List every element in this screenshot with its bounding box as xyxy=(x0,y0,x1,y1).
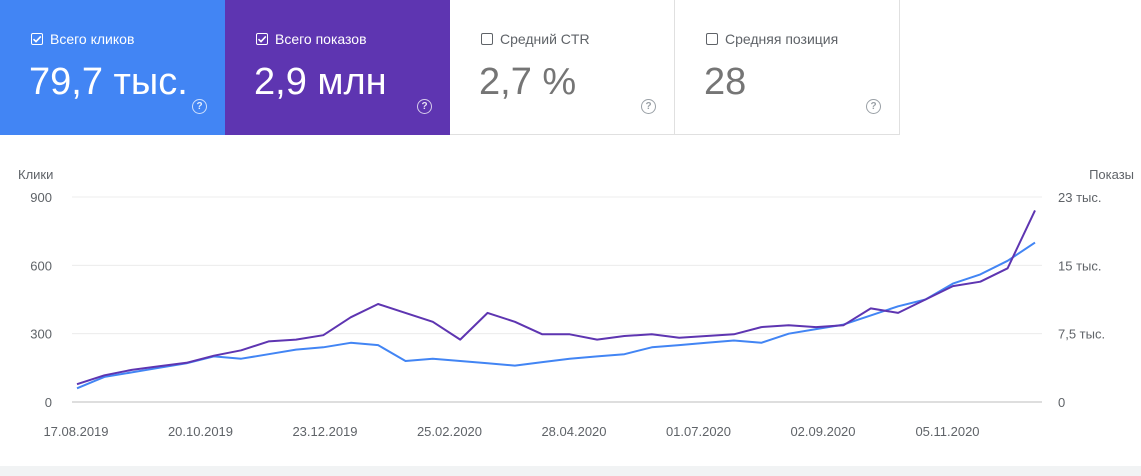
help-icon[interactable]: ? xyxy=(192,99,207,114)
metric-cards: Всего кликов 79,7 тыс. ? Всего показов 2… xyxy=(0,0,900,135)
card-header: Всего показов xyxy=(256,31,367,47)
total-impressions-card[interactable]: Всего показов 2,9 млн ? xyxy=(225,0,450,135)
checkbox-unchecked-icon[interactable] xyxy=(481,33,493,45)
card-header: Всего кликов xyxy=(31,31,134,47)
x-tick-label: 17.08.2019 xyxy=(43,424,108,439)
checkbox-checked-icon[interactable] xyxy=(256,33,268,45)
card-header: Средняя позиция xyxy=(706,31,838,47)
card-label: Всего кликов xyxy=(50,31,135,47)
clicks-series-line xyxy=(76,241,1036,390)
total-clicks-card[interactable]: Всего кликов 79,7 тыс. ? xyxy=(0,0,225,135)
card-label: Всего показов xyxy=(275,31,367,47)
impressions-series-line xyxy=(76,209,1036,386)
checkbox-checked-icon[interactable] xyxy=(31,33,43,45)
help-icon[interactable]: ? xyxy=(417,99,432,114)
card-value: 79,7 тыс. xyxy=(29,61,188,103)
left-tick-label: 600 xyxy=(30,258,52,273)
x-tick-label: 23.12.2019 xyxy=(292,424,357,439)
right-tick-label: 7,5 тыс. xyxy=(1058,327,1105,342)
card-value: 2,9 млн xyxy=(254,61,387,103)
help-icon[interactable]: ? xyxy=(641,99,656,114)
card-value: 2,7 % xyxy=(479,61,577,103)
card-label: Средний CTR xyxy=(500,31,590,47)
x-tick-label: 02.09.2020 xyxy=(790,424,855,439)
x-tick-label: 25.02.2020 xyxy=(417,424,482,439)
right-tick-label: 23 тыс. xyxy=(1058,190,1101,205)
x-tick-label: 20.10.2019 xyxy=(168,424,233,439)
x-tick-label: 28.04.2020 xyxy=(541,424,606,439)
right-tick-label: 15 тыс. xyxy=(1058,258,1101,273)
left-axis-label: Клики xyxy=(18,167,53,182)
right-axis-label: Показы xyxy=(1089,167,1134,182)
x-tick-label: 05.11.2020 xyxy=(915,424,979,439)
left-tick-label: 900 xyxy=(30,190,52,205)
card-header: Средний CTR xyxy=(481,31,590,47)
left-tick-label: 300 xyxy=(30,327,52,342)
card-label: Средняя позиция xyxy=(725,31,839,47)
performance-chart[interactable]: Клики Показы 900 600 300 0 23 тыс. 15 тыс. 7,… xyxy=(0,135,1141,466)
right-tick-label: 0 xyxy=(1058,395,1065,410)
average-ctr-card[interactable]: Средний CTR 2,7 % ? xyxy=(450,0,675,135)
checkbox-unchecked-icon[interactable] xyxy=(706,33,718,45)
card-value: 28 xyxy=(704,61,747,103)
left-tick-label: 0 xyxy=(45,395,52,410)
performance-panel: Всего кликов 79,7 тыс. ? Всего показов 2… xyxy=(0,0,1141,466)
help-icon[interactable]: ? xyxy=(866,99,881,114)
average-position-card[interactable]: Средняя позиция 28 ? xyxy=(675,0,900,135)
x-tick-label: 01.07.2020 xyxy=(666,424,731,439)
